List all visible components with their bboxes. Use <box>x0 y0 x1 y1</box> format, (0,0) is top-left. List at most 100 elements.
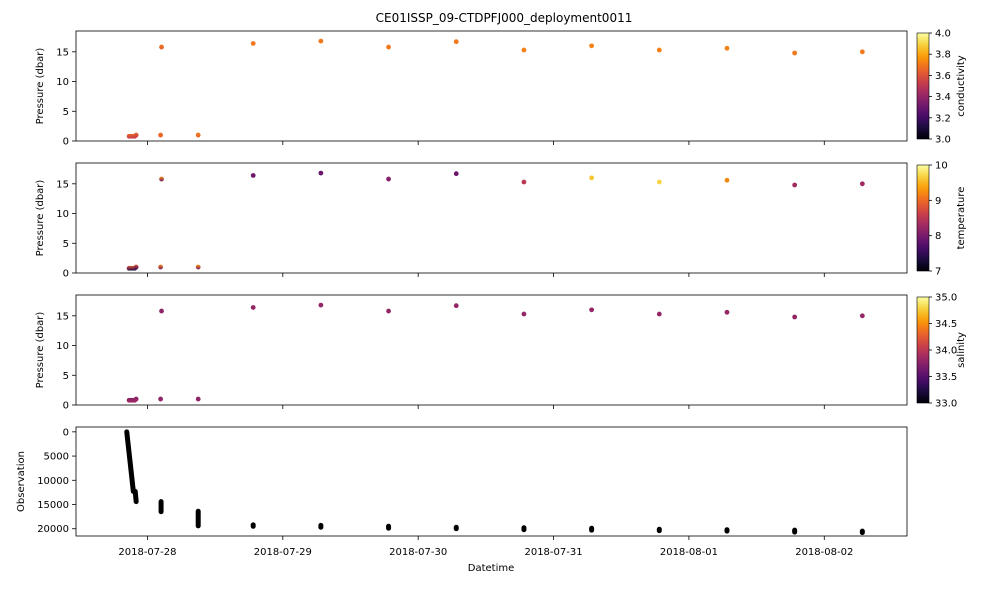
plot-frame-temperature <box>75 162 908 274</box>
colorbar-scale <box>916 32 930 140</box>
data-profile-conductivity <box>318 38 324 44</box>
data-profile-temperature <box>158 264 164 270</box>
colorbar-tick-label: 3.4 <box>935 92 951 103</box>
data-profile-conductivity <box>792 50 798 56</box>
data-observation-group <box>132 488 139 505</box>
data-profile-temperature <box>133 264 139 270</box>
plot-frame-observation <box>75 426 908 537</box>
data-profile-salinity <box>158 396 164 402</box>
data-profile-temperature <box>159 176 164 182</box>
y-tick-label: 10 <box>56 77 69 88</box>
colorbar-tick-label: 3.8 <box>935 50 951 61</box>
data-profile-salinity <box>589 307 595 313</box>
colorbar-tick-label: 34.0 <box>935 346 957 357</box>
y-tick-label: 0 <box>63 427 69 438</box>
data-profile-conductivity <box>133 132 139 138</box>
data-profile-salinity <box>859 313 865 319</box>
y-tick-label: 5 <box>63 371 69 382</box>
x-tick-label: 2018-07-28 <box>118 547 176 558</box>
x-tick-label: 2018-08-01 <box>660 547 718 558</box>
data-profile-salinity <box>453 303 459 309</box>
colorbar-tick-label: 9 <box>935 196 941 207</box>
data-profile-conductivity <box>159 44 164 50</box>
panel-temperature: 0 5 10 15 Pressure (dbar) 7 8 9 10 temperature <box>35 161 967 280</box>
data-profile-conductivity <box>195 132 201 138</box>
data-profile-salinity <box>521 311 527 317</box>
panel-salinity: 0 5 10 15 Pressure (dbar) 33.0 33.5 34.0 34.5 35.… <box>35 293 967 412</box>
data-profile-salinity <box>159 308 164 314</box>
y-tick-label: 10 <box>56 341 69 352</box>
y-tick-label: 0 <box>63 269 69 280</box>
y-tick-label: 15 <box>56 47 69 58</box>
colorbar-tick-label: 4.0 <box>935 29 951 40</box>
data-profile-temperature <box>656 179 662 185</box>
colorbar-tick-label: 8 <box>935 231 941 242</box>
y-tick-label: 15000 <box>37 500 69 511</box>
colorbar-scale <box>916 164 930 272</box>
data-profile-conductivity <box>859 49 865 55</box>
y-axis-label: Pressure (dbar) <box>35 48 46 125</box>
colorbar-conductivity: 3.0 3.2 3.4 3.6 3.8 4.0 conductivity <box>916 29 967 146</box>
y-tick-label: 15 <box>56 179 69 190</box>
plot-frame-conductivity <box>75 30 908 142</box>
plot-frame-salinity <box>75 294 908 406</box>
data-profile-temperature <box>792 182 798 188</box>
data-profile-conductivity <box>589 43 595 49</box>
data-profile-salinity <box>195 396 201 402</box>
colorbar-scale <box>916 296 930 404</box>
data-profile-conductivity <box>453 39 459 45</box>
data-profile-conductivity <box>521 47 527 53</box>
data-profile-temperature <box>724 177 730 183</box>
colorbar-tick-label: 3.0 <box>935 135 951 146</box>
colorbar-label: temperature <box>956 187 967 250</box>
data-profile-conductivity <box>724 45 730 51</box>
panel-conductivity: 0 5 10 15 Pressure (dbar) 3.0 3.2 3.4 3.6 3.8 4.0 c… <box>35 29 967 148</box>
colorbar-salinity: 33.0 33.5 34.0 34.5 35.0 salinity <box>916 293 967 410</box>
data-profile-temperature <box>859 181 865 187</box>
chart-title: CE01ISSP_09-CTDPFJ000_deployment0011 <box>376 11 633 25</box>
x-axis-label: Datetime <box>468 563 515 574</box>
colorbar-tick-label: 3.2 <box>935 113 951 124</box>
data-profile-conductivity <box>386 44 391 50</box>
y-tick-label: 0 <box>63 401 69 412</box>
colorbar-temperature: 7 8 9 10 temperature <box>916 161 967 278</box>
data-profile-salinity <box>133 396 139 402</box>
data-profile-salinity <box>318 302 324 308</box>
data-profile-temperature <box>318 170 324 176</box>
y-tick-label: 5 <box>63 107 69 118</box>
colorbar-label: salinity <box>956 332 967 368</box>
y-axis-label: Pressure (dbar) <box>35 312 46 389</box>
data-profile-temperature <box>453 171 459 177</box>
data-profile-temperature <box>195 264 201 270</box>
y-tick-label: 10 <box>56 209 69 220</box>
colorbar-tick-label: 7 <box>935 267 941 278</box>
data-profile-temperature <box>386 176 391 182</box>
colorbar-tick-label: 3.6 <box>935 71 951 82</box>
panel-observation: 0 5000 10000 15000 20000 Observation 2018-07-2… <box>16 426 908 558</box>
data-profile-salinity <box>250 305 256 310</box>
data-profile-temperature <box>589 175 595 181</box>
chart-panels: 0 5 10 15 Pressure (dbar) 3.0 3.2 3.4 3.6 3.8 4.0 c… <box>16 29 967 559</box>
y-tick-label: 10000 <box>37 476 69 487</box>
x-tick-label: 2018-07-30 <box>389 547 447 558</box>
x-tick-label: 2018-07-29 <box>254 547 312 558</box>
data-profile-salinity <box>386 308 391 314</box>
y-axis-label: Observation <box>16 451 27 512</box>
data-profile-salinity <box>724 309 730 315</box>
y-tick-label: 15 <box>56 311 69 322</box>
y-tick-label: 0 <box>63 137 69 148</box>
x-tick-label: 2018-08-02 <box>795 547 853 558</box>
data-profile-temperature <box>521 179 527 185</box>
colorbar-tick-label: 33.5 <box>935 372 957 383</box>
data-profile-salinity <box>656 311 662 317</box>
y-axis-label: Pressure (dbar) <box>35 180 46 257</box>
y-tick-label: 5000 <box>44 452 69 463</box>
colorbar-tick-label: 10 <box>935 161 948 172</box>
colorbar-tick-label: 34.5 <box>935 319 957 330</box>
data-profile-conductivity <box>250 41 256 46</box>
data-profile-conductivity <box>158 132 164 138</box>
data-profile-conductivity <box>656 47 662 53</box>
data-observation-group <box>124 429 136 494</box>
data-profile-temperature <box>250 173 256 178</box>
y-tick-label: 5 <box>63 239 69 250</box>
